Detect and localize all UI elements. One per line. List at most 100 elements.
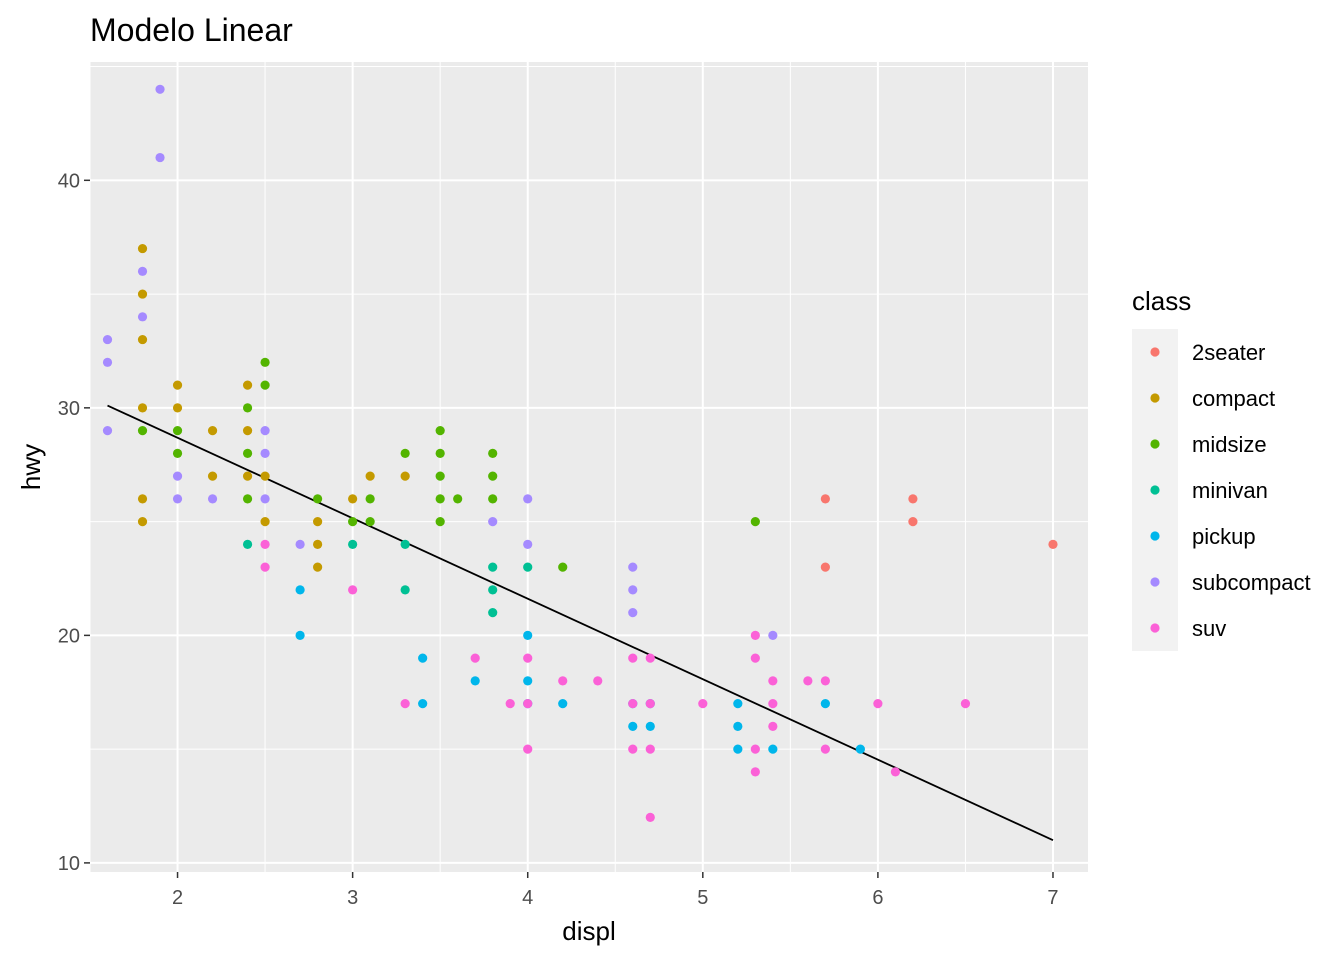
major-gridlines xyxy=(90,62,1088,872)
data-point-midsize xyxy=(365,517,375,527)
y-axis-title: hwy xyxy=(16,444,46,490)
data-point-subcompact xyxy=(172,494,183,504)
data-point-minivan xyxy=(348,539,358,549)
data-point-2seater xyxy=(1048,539,1058,549)
legend-key-subcompact xyxy=(1150,577,1160,587)
legend-label-subcompact: subcompact xyxy=(1192,570,1311,595)
data-point-suv xyxy=(873,699,883,709)
data-point-compact xyxy=(137,334,148,345)
data-point-midsize xyxy=(435,471,445,481)
data-point-suv xyxy=(768,699,778,709)
data-point-subcompact xyxy=(102,357,113,367)
data-point-subcompact xyxy=(628,562,638,572)
data-point-minivan xyxy=(488,608,498,618)
data-point-pickup xyxy=(418,699,428,709)
x-tick-label: 4 xyxy=(522,887,533,909)
data-point-pickup xyxy=(855,744,865,754)
data-point-suv xyxy=(750,767,760,777)
data-point-midsize xyxy=(348,517,358,527)
data-point-pickup xyxy=(523,630,533,640)
data-point-midsize xyxy=(137,425,148,436)
data-point-suv xyxy=(523,653,533,663)
data-point-minivan xyxy=(523,562,533,572)
data-point-pickup xyxy=(295,585,305,595)
data-point-pickup xyxy=(733,699,743,709)
data-point-compact xyxy=(172,403,183,413)
data-point-subcompact xyxy=(488,517,498,527)
y-tick-label: 40 xyxy=(58,170,80,192)
data-point-subcompact xyxy=(523,539,533,549)
data-point-compact xyxy=(242,425,253,436)
data-point-minivan xyxy=(400,585,410,595)
chart-title: Modelo Linear xyxy=(90,12,293,48)
data-point-midsize xyxy=(435,448,445,458)
legend-label-suv: suv xyxy=(1192,616,1226,641)
data-point-2seater xyxy=(820,562,830,572)
data-point-compact xyxy=(242,380,253,390)
x-tick-label: 7 xyxy=(1047,887,1058,909)
plot-panel xyxy=(90,62,1088,872)
data-point-minivan xyxy=(488,585,498,595)
legend-key-pickup xyxy=(1150,531,1160,541)
data-point-suv xyxy=(820,744,830,754)
data-point-compact xyxy=(313,517,323,527)
data-point-compact xyxy=(137,517,148,527)
data-point-midsize xyxy=(260,380,270,390)
data-point-compact xyxy=(313,539,323,549)
data-point-suv xyxy=(803,676,813,686)
data-point-suv xyxy=(750,744,760,754)
data-point-suv xyxy=(523,744,533,754)
minor-gridlines xyxy=(89,62,1088,872)
data-point-suv xyxy=(628,699,638,709)
data-point-compact xyxy=(137,403,148,413)
data-point-suv xyxy=(645,653,655,663)
data-point-compact xyxy=(260,471,270,481)
data-point-subcompact xyxy=(768,630,778,640)
data-point-subcompact xyxy=(260,494,270,504)
data-point-suv xyxy=(348,585,358,595)
data-point-subcompact xyxy=(260,448,270,458)
data-point-subcompact xyxy=(155,152,165,163)
y-tick-label: 10 xyxy=(58,853,80,875)
data-point-subcompact xyxy=(155,84,165,94)
data-point-midsize xyxy=(242,448,253,458)
x-axis-title: displ xyxy=(562,916,615,946)
data-point-subcompact xyxy=(295,539,305,549)
data-point-subcompact xyxy=(137,266,148,276)
axis-ticks: 2 3 4 5 6 7 10 20 30 40 xyxy=(58,170,1059,909)
data-point-pickup xyxy=(558,699,568,709)
data-point-suv xyxy=(768,721,778,731)
data-point-suv xyxy=(400,699,410,709)
data-point-pickup xyxy=(820,699,830,709)
data-point-pickup xyxy=(523,676,533,686)
data-point-midsize xyxy=(488,448,498,458)
data-point-midsize xyxy=(558,562,568,572)
data-point-suv xyxy=(645,744,655,754)
y-tick-label: 20 xyxy=(58,625,80,647)
data-point-midsize xyxy=(488,494,498,504)
data-point-compact xyxy=(313,562,323,572)
legend-label-pickup: pickup xyxy=(1192,524,1256,549)
legend-items: 2seater compact midsize minivan pickup subcom… xyxy=(1150,340,1311,641)
data-point-compact xyxy=(207,471,218,481)
data-point-compact xyxy=(137,243,148,254)
data-point-suv xyxy=(558,676,568,686)
data-point-compact xyxy=(172,380,183,390)
data-point-minivan xyxy=(242,539,253,549)
data-point-midsize xyxy=(488,471,498,481)
data-point-compact xyxy=(348,494,358,504)
data-point-pickup xyxy=(295,630,305,640)
y-tick-label: 30 xyxy=(58,398,80,420)
data-point-suv xyxy=(260,539,270,549)
data-point-compact xyxy=(260,517,270,527)
data-point-pickup xyxy=(768,744,778,754)
legend-label-midsize: midsize xyxy=(1192,432,1267,457)
data-point-subcompact xyxy=(172,471,183,481)
data-point-suv xyxy=(960,699,971,709)
data-point-minivan xyxy=(488,562,498,572)
data-point-suv xyxy=(768,676,778,686)
data-point-midsize xyxy=(453,494,463,504)
data-point-compact xyxy=(365,471,375,481)
data-point-midsize xyxy=(435,425,445,436)
